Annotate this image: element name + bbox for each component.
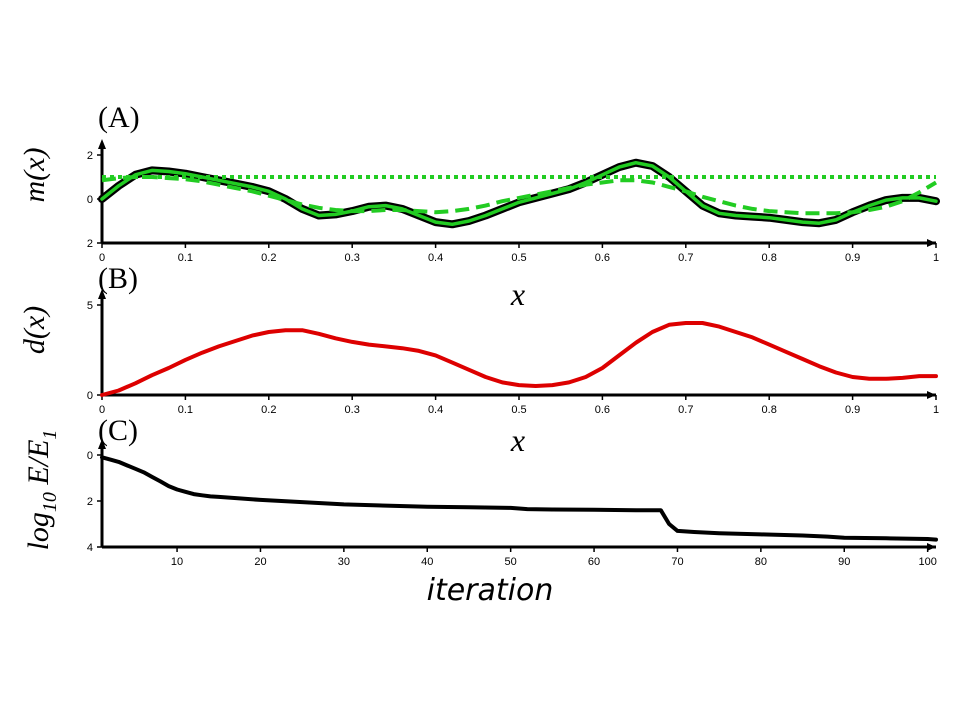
- panel-b: 0 0.1 0.2 0.3 0.4 0.5 0.6 0.7 0.8 0.9 1 5 0 (B) x d(x): [18, 262, 939, 458]
- x-tick-label: 0.6: [595, 404, 610, 416]
- y-tick-label: 2: [87, 496, 93, 508]
- x-tick-label: 0.1: [178, 404, 193, 416]
- series-line: [100, 160, 938, 227]
- y-tick-label: 4: [87, 542, 93, 554]
- x-axis-label: iteration: [427, 573, 554, 608]
- x-tick-label: 0.9: [845, 404, 860, 416]
- panel-label: (A): [98, 101, 140, 134]
- y-axis-label-part: 10: [39, 492, 61, 512]
- x-tick-label: 0.8: [762, 252, 777, 264]
- x-axis-label: x: [510, 422, 525, 458]
- x-tick-label: 100: [918, 556, 936, 568]
- x-tick-label: 0.9: [845, 252, 860, 264]
- x-tick-label: 0.2: [261, 252, 276, 264]
- x-tick-label: 0.3: [345, 404, 360, 416]
- x-axis-label: x: [510, 276, 525, 312]
- x-axis-arrow: [927, 239, 936, 247]
- y-tick-label: 2: [87, 150, 93, 162]
- x-tick-label: 0.3: [345, 252, 360, 264]
- x-tick-label: 0.5: [511, 404, 526, 416]
- y-axis-arrow: [98, 139, 106, 149]
- x-axis-arrow: [927, 543, 936, 551]
- x-tick-label: 1: [933, 252, 939, 264]
- y-tick-label: 0: [87, 390, 93, 402]
- series-line: [100, 321, 938, 397]
- x-tick-label: 50: [505, 556, 517, 568]
- x-tick-label: 0.1: [178, 252, 193, 264]
- series-line: [100, 455, 938, 542]
- x-tick-label: 0.4: [428, 252, 443, 264]
- x-tick-label: 0: [99, 404, 105, 416]
- x-tick-label: 80: [755, 556, 767, 568]
- x-tick-label: 0.8: [762, 404, 777, 416]
- y-axis-label-part: E/E: [22, 440, 55, 493]
- x-tick-label: 0: [99, 252, 105, 264]
- y-tick-label: 0: [87, 194, 93, 206]
- x-tick-label: 30: [338, 556, 350, 568]
- x-tick-label: 0.6: [595, 252, 610, 264]
- y-tick-label: 0: [87, 450, 93, 462]
- panel-label: (C): [98, 414, 138, 447]
- y-axis-label-part: log: [22, 512, 55, 550]
- y-tick-label: 2: [87, 238, 93, 250]
- x-tick-label: 0.7: [678, 404, 693, 416]
- y-axis-arrow: [98, 289, 106, 299]
- x-tick-label: 20: [254, 556, 266, 568]
- x-tick-label: 1: [933, 404, 939, 416]
- series-line-dashed: [101, 175, 938, 216]
- x-tick-label: 0.7: [678, 252, 693, 264]
- y-tick-label: 5: [87, 300, 93, 312]
- x-tick-label: 60: [588, 556, 600, 568]
- x-tick-label: 0.2: [261, 404, 276, 416]
- x-tick-label: 90: [838, 556, 850, 568]
- y-axis-label: log10 E/E1: [22, 430, 61, 551]
- panel-c: 10 20 30 40 50 60 70 80 90 100024(C)iterationlog1…: [22, 414, 938, 608]
- x-tick-label: 40: [421, 556, 433, 568]
- y-axis-label: d(x): [18, 306, 51, 354]
- y-axis-label-part: 1: [39, 430, 61, 440]
- y-axis-label: m(x): [18, 148, 51, 203]
- x-tick-label: 0.5: [511, 252, 526, 264]
- y-axis-arrow: [98, 439, 106, 449]
- x-tick-label: 0.4: [428, 404, 443, 416]
- x-tick-label: 10: [171, 556, 183, 568]
- x-tick-label: 70: [671, 556, 683, 568]
- panel-label: (B): [98, 262, 138, 295]
- x-axis-arrow: [927, 391, 936, 399]
